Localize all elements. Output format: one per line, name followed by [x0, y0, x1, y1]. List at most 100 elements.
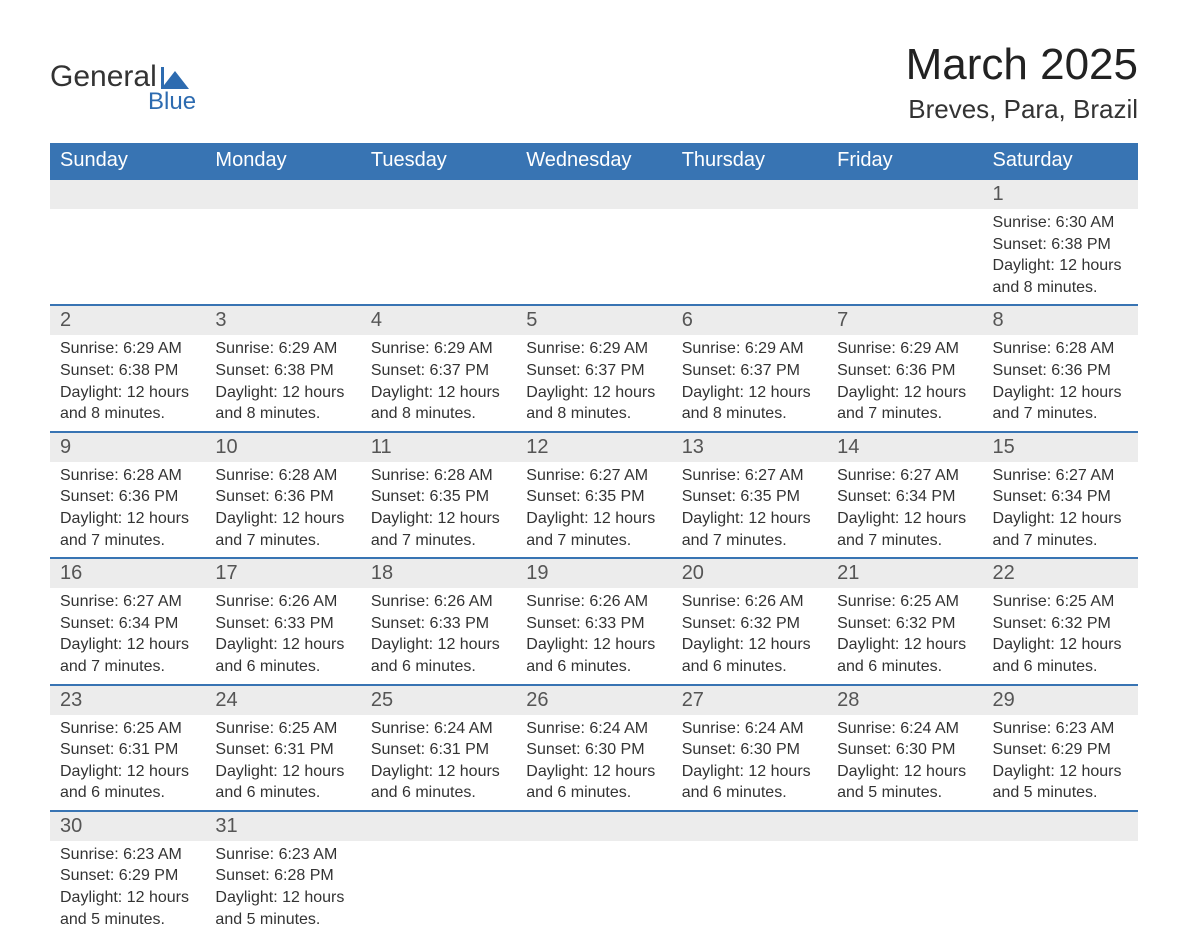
logo-text-blue: Blue [148, 88, 196, 116]
sunrise-line: Sunrise: 6:25 AM [215, 718, 350, 740]
day-number-cell [827, 811, 982, 841]
sunset-line: Sunset: 6:37 PM [371, 360, 506, 382]
daylight-line: Daylight: 12 hours and 6 minutes. [526, 634, 661, 677]
daylight-line: Daylight: 12 hours and 7 minutes. [837, 382, 972, 425]
daylight-line: Daylight: 12 hours and 5 minutes. [993, 761, 1128, 804]
sunset-line: Sunset: 6:37 PM [526, 360, 661, 382]
day-number-cell: 4 [361, 305, 516, 335]
logo: General Blue [50, 60, 196, 116]
daylight-line: Daylight: 12 hours and 8 minutes. [526, 382, 661, 425]
weekday-header: Wednesday [516, 143, 671, 179]
daylight-line: Daylight: 12 hours and 7 minutes. [215, 508, 350, 551]
weekday-header: Saturday [983, 143, 1138, 179]
day-detail-cell: Sunrise: 6:29 AMSunset: 6:37 PMDaylight:… [361, 335, 516, 431]
daylight-line: Daylight: 12 hours and 7 minutes. [60, 508, 195, 551]
daylight-line: Daylight: 12 hours and 5 minutes. [60, 887, 195, 930]
day-number-cell [516, 811, 671, 841]
page-title: March 2025 [906, 40, 1138, 90]
day-number-cell: 19 [516, 558, 671, 588]
day-number-cell: 9 [50, 432, 205, 462]
daylight-line: Daylight: 12 hours and 8 minutes. [993, 255, 1128, 298]
sunset-line: Sunset: 6:30 PM [837, 739, 972, 761]
sunset-line: Sunset: 6:29 PM [60, 865, 195, 887]
sunrise-line: Sunrise: 6:23 AM [60, 844, 195, 866]
day-number-cell: 28 [827, 685, 982, 715]
sunrise-line: Sunrise: 6:30 AM [993, 212, 1128, 234]
day-detail-cell [827, 209, 982, 305]
day-number-cell: 5 [516, 305, 671, 335]
daylight-line: Daylight: 12 hours and 6 minutes. [215, 634, 350, 677]
day-detail-cell: Sunrise: 6:29 AMSunset: 6:38 PMDaylight:… [50, 335, 205, 431]
day-detail-cell: Sunrise: 6:27 AMSunset: 6:34 PMDaylight:… [983, 462, 1138, 558]
day-number-cell [50, 179, 205, 209]
day-number-cell [516, 179, 671, 209]
daylight-line: Daylight: 12 hours and 6 minutes. [60, 761, 195, 804]
daylight-line: Daylight: 12 hours and 8 minutes. [682, 382, 817, 425]
day-detail-cell: Sunrise: 6:24 AMSunset: 6:30 PMDaylight:… [827, 715, 982, 811]
day-detail-cell [361, 209, 516, 305]
sunrise-line: Sunrise: 6:26 AM [371, 591, 506, 613]
sunset-line: Sunset: 6:34 PM [993, 486, 1128, 508]
day-number-cell: 23 [50, 685, 205, 715]
title-block: March 2025 Breves, Para, Brazil [906, 40, 1138, 125]
sunset-line: Sunset: 6:33 PM [215, 613, 350, 635]
daylight-line: Daylight: 12 hours and 6 minutes. [682, 761, 817, 804]
sunrise-line: Sunrise: 6:28 AM [993, 338, 1128, 360]
sunset-line: Sunset: 6:38 PM [215, 360, 350, 382]
day-detail-cell: Sunrise: 6:26 AMSunset: 6:33 PMDaylight:… [516, 588, 671, 684]
day-detail-cell [205, 209, 360, 305]
sunrise-line: Sunrise: 6:25 AM [60, 718, 195, 740]
day-detail-cell: Sunrise: 6:26 AMSunset: 6:32 PMDaylight:… [672, 588, 827, 684]
sunrise-line: Sunrise: 6:26 AM [215, 591, 350, 613]
day-detail-cell [672, 841, 827, 936]
weekday-header: Monday [205, 143, 360, 179]
sunrise-line: Sunrise: 6:24 AM [837, 718, 972, 740]
day-detail-cell: Sunrise: 6:29 AMSunset: 6:38 PMDaylight:… [205, 335, 360, 431]
day-detail-cell [361, 841, 516, 936]
daylight-line: Daylight: 12 hours and 5 minutes. [837, 761, 972, 804]
day-number-row: 23242526272829 [50, 685, 1138, 715]
daylight-line: Daylight: 12 hours and 8 minutes. [215, 382, 350, 425]
sunrise-line: Sunrise: 6:27 AM [682, 465, 817, 487]
day-number-cell [672, 811, 827, 841]
day-number-cell: 24 [205, 685, 360, 715]
sunset-line: Sunset: 6:36 PM [837, 360, 972, 382]
day-number-cell: 3 [205, 305, 360, 335]
day-number-cell: 12 [516, 432, 671, 462]
day-number-row: 9101112131415 [50, 432, 1138, 462]
day-detail-row: Sunrise: 6:29 AMSunset: 6:38 PMDaylight:… [50, 335, 1138, 431]
daylight-line: Daylight: 12 hours and 7 minutes. [526, 508, 661, 551]
sunrise-line: Sunrise: 6:28 AM [215, 465, 350, 487]
day-detail-cell: Sunrise: 6:23 AMSunset: 6:29 PMDaylight:… [50, 841, 205, 936]
day-detail-cell: Sunrise: 6:25 AMSunset: 6:31 PMDaylight:… [50, 715, 205, 811]
day-detail-cell [672, 209, 827, 305]
day-number-cell [983, 811, 1138, 841]
day-detail-cell: Sunrise: 6:24 AMSunset: 6:31 PMDaylight:… [361, 715, 516, 811]
sunset-line: Sunset: 6:30 PM [526, 739, 661, 761]
sunrise-line: Sunrise: 6:25 AM [837, 591, 972, 613]
weekday-header: Friday [827, 143, 982, 179]
sunrise-line: Sunrise: 6:23 AM [215, 844, 350, 866]
sunrise-line: Sunrise: 6:29 AM [682, 338, 817, 360]
weekday-header: Sunday [50, 143, 205, 179]
sunset-line: Sunset: 6:35 PM [371, 486, 506, 508]
day-number-cell: 21 [827, 558, 982, 588]
daylight-line: Daylight: 12 hours and 6 minutes. [993, 634, 1128, 677]
day-detail-cell: Sunrise: 6:27 AMSunset: 6:34 PMDaylight:… [50, 588, 205, 684]
daylight-line: Daylight: 12 hours and 6 minutes. [682, 634, 817, 677]
sunrise-line: Sunrise: 6:24 AM [526, 718, 661, 740]
day-number-cell: 26 [516, 685, 671, 715]
day-detail-cell [516, 841, 671, 936]
sunrise-line: Sunrise: 6:29 AM [60, 338, 195, 360]
sunset-line: Sunset: 6:29 PM [993, 739, 1128, 761]
day-detail-row: Sunrise: 6:23 AMSunset: 6:29 PMDaylight:… [50, 841, 1138, 936]
day-detail-cell [827, 841, 982, 936]
sunrise-line: Sunrise: 6:24 AM [682, 718, 817, 740]
header-row: General Blue March 2025 Breves, Para, Br… [50, 40, 1138, 125]
day-number-cell: 22 [983, 558, 1138, 588]
sunset-line: Sunset: 6:31 PM [60, 739, 195, 761]
sunset-line: Sunset: 6:35 PM [682, 486, 817, 508]
weekday-header-row: SundayMondayTuesdayWednesdayThursdayFrid… [50, 143, 1138, 179]
weekday-header: Thursday [672, 143, 827, 179]
day-number-row: 1 [50, 179, 1138, 209]
